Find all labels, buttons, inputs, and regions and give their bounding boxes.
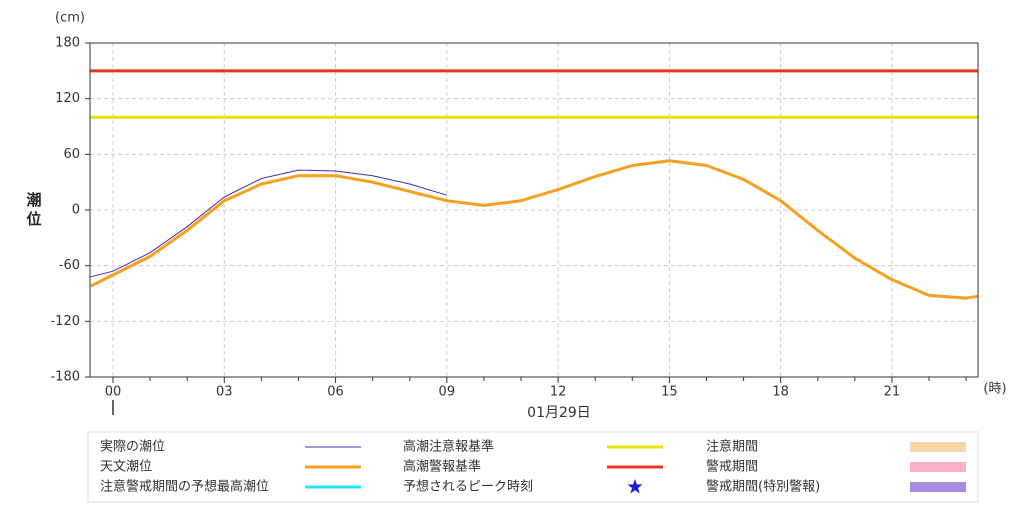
y-tick-label: -60 bbox=[59, 258, 80, 273]
legend-swatch bbox=[910, 442, 966, 452]
y-unit: (cm) bbox=[55, 11, 85, 26]
legend-box bbox=[87, 431, 979, 503]
x-tick-label: 15 bbox=[661, 385, 678, 400]
x-tick-label: 06 bbox=[327, 385, 344, 400]
legend-label: 実際の潮位 bbox=[100, 439, 165, 455]
series-line bbox=[90, 159, 978, 300]
x-tick-label: 00 bbox=[105, 385, 122, 400]
legend-label: 注意期間 bbox=[706, 439, 758, 455]
x-unit: (時) bbox=[983, 382, 1006, 397]
x-tick-label: 18 bbox=[772, 385, 789, 400]
x-tick-label: 12 bbox=[550, 385, 567, 400]
legend-label: 警戒期間(特別警報) bbox=[706, 479, 820, 495]
legend-swatch bbox=[910, 482, 966, 492]
legend-swatch bbox=[910, 462, 966, 472]
x-tick-label: 21 bbox=[884, 385, 901, 400]
y-tick-label: 120 bbox=[55, 91, 80, 106]
x-axis-label: 01月29日 bbox=[527, 405, 591, 421]
x-tick-label: 09 bbox=[439, 385, 456, 400]
legend-swatch bbox=[627, 479, 643, 494]
y-tick-label: -120 bbox=[50, 314, 80, 329]
legend-label: 高潮警報基準 bbox=[403, 459, 481, 475]
legend-label: 予想されるピーク時刻 bbox=[403, 479, 533, 495]
plot-frame bbox=[89, 42, 979, 378]
x-tick-label: 03 bbox=[216, 385, 233, 400]
series-line bbox=[90, 169, 447, 278]
y-axis-label: 潮位 bbox=[25, 191, 43, 230]
y-tick-label: 60 bbox=[63, 147, 80, 162]
y-tick-label: -180 bbox=[50, 370, 80, 385]
legend-label: 注意警戒期間の予想最高潮位 bbox=[100, 479, 269, 495]
legend-label: 天文潮位 bbox=[100, 460, 152, 475]
legend-label: 高潮注意報基準 bbox=[403, 439, 494, 455]
legend-label: 警戒期間 bbox=[706, 459, 758, 475]
y-tick-label: 0 bbox=[72, 203, 80, 218]
y-tick-label: 180 bbox=[55, 36, 80, 51]
